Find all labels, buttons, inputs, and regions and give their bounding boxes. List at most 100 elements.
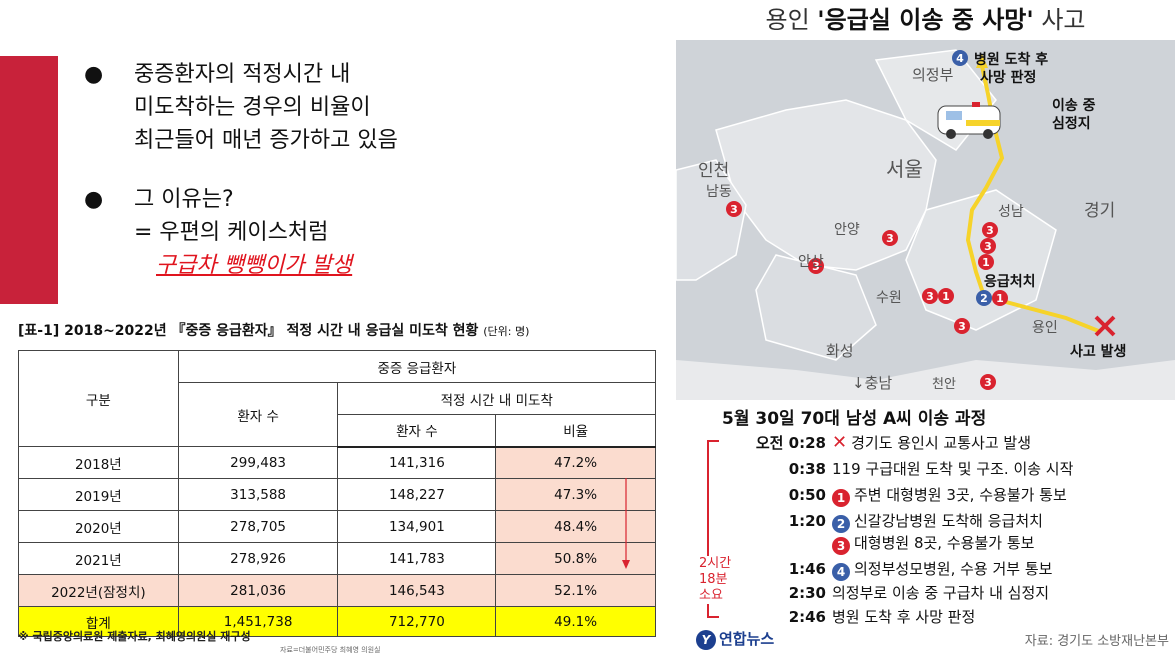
table-row: 2021년 278,926 141,783 50.8% xyxy=(18,542,656,575)
timeline-row: 3 대형병원 8곳, 수용불가 통보 xyxy=(720,532,1034,555)
table-total-row: 합계 1,451,738 712,770 49.1% xyxy=(18,606,656,637)
table-row: 2022년(잠정치) 281,036 146,543 52.1% xyxy=(18,574,656,607)
label-hwaseong: 화성 xyxy=(826,342,854,360)
cell-patients: 299,483 xyxy=(177,446,339,479)
cell-total-label: 합계 xyxy=(18,606,179,637)
duration-label: 2시간 18분 소요 xyxy=(699,556,737,604)
table-unit: (단위: 명) xyxy=(483,325,530,338)
marker-2-icon: 2 xyxy=(832,515,850,533)
bullet-item-2: ● 그 이유는? = 우편의 케이스처럼 구급차 뺑뺑이가 발생 xyxy=(84,183,644,282)
timeline-row: 2:30 의정부로 이송 중 구급차 내 심정지 xyxy=(720,582,1049,603)
map-source: 자료: 경기도 소방재난본부 xyxy=(1024,634,1169,649)
timeline-time: 0:50 xyxy=(788,486,826,504)
cell-rate: 52.1% xyxy=(495,574,656,607)
cell-patients: 278,705 xyxy=(177,510,339,543)
yonhap-brand: 연합뉴스 xyxy=(719,630,775,648)
timeline-text: 의정부성모병원, 수용 거부 통보 xyxy=(854,560,1053,578)
marker-3-icon: 3 xyxy=(832,537,850,555)
label-seoul: 서울 xyxy=(886,157,923,181)
svg-text:3: 3 xyxy=(986,224,994,237)
accident-x-icon xyxy=(1094,315,1116,337)
label-uijeongbu: 의정부 xyxy=(912,66,954,84)
incheon-region xyxy=(676,159,747,281)
label-cheonan: 천안 xyxy=(932,377,956,392)
cell-patients: 281,036 xyxy=(177,574,339,607)
cell-not-arrived: 134,901 xyxy=(337,510,497,543)
svg-text:2: 2 xyxy=(980,292,988,305)
label-arrival-line-1: 병원 도착 후 xyxy=(974,51,1048,68)
marker-3-icon: 3 xyxy=(922,288,938,304)
svg-text:3: 3 xyxy=(886,232,894,245)
cell-patients: 278,926 xyxy=(177,542,339,575)
timeline-time: 0:38 xyxy=(788,460,826,478)
timeline-time: 2:30 xyxy=(788,584,826,602)
svg-text:3: 3 xyxy=(984,240,992,253)
marker-3-icon: 3 xyxy=(726,201,742,217)
table-caption-text: [표-1] 2018~2022년 『중증 응급환자』 적정 시간 내 응급실 미… xyxy=(18,323,479,339)
table-row: 2018년 299,483 141,316 47.2% xyxy=(18,446,656,479)
label-arrival-line-2: 사망 판정 xyxy=(980,69,1036,86)
timeline-time: 오전 0:28 xyxy=(755,434,826,452)
bullet-item-1: ● 중증환자의 적정시간 내 미도착하는 경우의 비율이 최근들어 매년 증가하… xyxy=(84,58,644,157)
yonhap-mark-icon: Y xyxy=(696,630,716,650)
route-map: 4 3 3 3 3 1 3 3 1 2 1 3 3 의정부 서울 인천 남동 안… xyxy=(676,40,1175,400)
accident-x-icon: ✕ xyxy=(832,432,848,453)
cell-not-arrived: 141,316 xyxy=(337,446,497,479)
cell-total-patients: 1,451,738 xyxy=(177,606,339,637)
cell-total-not-arrived: 712,770 xyxy=(337,606,497,637)
svg-text:3: 3 xyxy=(926,290,934,303)
label-accident: 사고 발생 xyxy=(1070,343,1126,360)
map-title-post: 사고 xyxy=(1033,6,1086,34)
marker-3-icon: 3 xyxy=(882,230,898,246)
timeline-bracket xyxy=(707,440,719,618)
stats-table: 구분 중증 응급환자 환자 수 적정 시간 내 미도착 환자 수 비율 2018… xyxy=(18,350,657,637)
timeline-row: 오전 0:28 ✕ 경기도 용인시 교통사고 발생 xyxy=(720,432,1031,453)
timeline-text: 의정부로 이송 중 구급차 내 심정지 xyxy=(832,584,1050,602)
cell-year: 2021년 xyxy=(18,542,179,575)
table-caption: [표-1] 2018~2022년 『중증 응급환자』 적정 시간 내 응급실 미… xyxy=(18,320,529,340)
seoul-region xyxy=(715,99,937,271)
timeline-time: 1:20 xyxy=(788,512,826,530)
duration-line-3: 소요 xyxy=(699,588,723,603)
label-ansan: 안산 xyxy=(798,254,824,270)
marker-4-icon: 4 xyxy=(952,50,968,66)
marker-1-icon: 1 xyxy=(938,288,954,304)
svg-text:3: 3 xyxy=(730,203,738,216)
timeline-row: 0:38 119 구급대원 도착 및 구조. 이송 시작 xyxy=(720,458,1074,479)
duration-line-1: 2시간 xyxy=(699,556,732,571)
decorative-red-bar xyxy=(0,56,58,304)
map-title: 용인 '응급실 이송 중 사망' 사고 xyxy=(676,0,1175,40)
bullet-2-line-1: 그 이유는? xyxy=(134,187,234,212)
svg-text:1: 1 xyxy=(982,256,990,269)
cell-rate: 47.2% xyxy=(495,446,656,479)
label-incheon: 인천 xyxy=(698,161,729,181)
timeline-row: 1:20 2 신갈강남병원 도착해 응급처치 xyxy=(720,510,1043,533)
svg-text:4: 4 xyxy=(956,52,964,65)
label-gyeonggi: 경기 xyxy=(1084,201,1115,221)
timeline-heading: 5월 30일 70대 남성 A씨 이송 과정 xyxy=(722,409,987,429)
trend-down-arrow-icon xyxy=(622,478,630,569)
marker-4-icon: 4 xyxy=(832,563,850,581)
label-chungnam: ↓충남 xyxy=(852,374,892,392)
suwon-region xyxy=(755,254,877,361)
yonhap-logo: Y 연합뉴스 xyxy=(696,628,774,650)
marker-1-icon: 1 xyxy=(832,489,850,507)
timeline-row: 2:46 병원 도착 후 사망 판정 xyxy=(720,606,976,627)
timeline-row: 1:46 4 의정부성모병원, 수용 거부 통보 xyxy=(720,558,1052,581)
header-sub-rate: 비율 xyxy=(495,414,656,448)
marker-3-icon: 3 xyxy=(954,318,970,334)
timeline-time: 2:46 xyxy=(788,608,826,626)
header-group: 중증 응급환자 xyxy=(177,350,657,383)
bullet-dot-icon: ● xyxy=(84,62,104,87)
marker-3-icon: 3 xyxy=(980,374,996,390)
table-row: 2020년 278,705 134,901 48.4% xyxy=(18,510,656,543)
table-note: ※ 국립중앙의료원 제출자료, 최혜영의원실 재구성 xyxy=(18,630,251,643)
cell-year: 2019년 xyxy=(18,478,179,511)
label-namdong: 남동 xyxy=(706,184,732,200)
header-category: 구분 xyxy=(18,350,179,447)
bullet-1-line-2: 미도착하는 경우의 비율이 xyxy=(134,95,371,120)
cell-rate: 47.3% xyxy=(495,478,656,511)
map-title-pre: 용인 xyxy=(765,6,818,34)
marker-1-icon: 1 xyxy=(978,254,994,270)
table-row: 2019년 313,588 148,227 47.3% xyxy=(18,478,656,511)
